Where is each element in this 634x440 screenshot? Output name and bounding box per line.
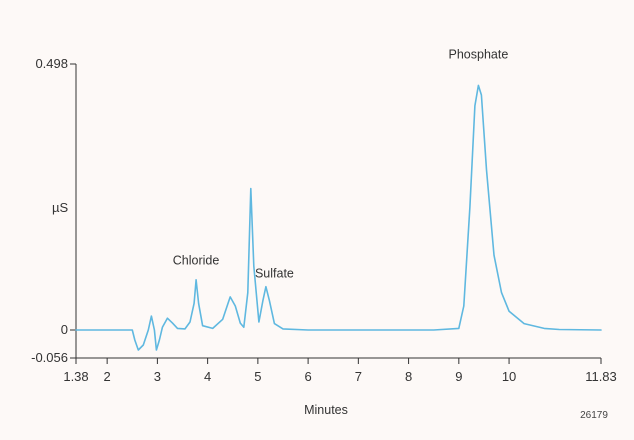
peak-label-chloride: Chloride [173, 253, 220, 267]
figure-id-label: 26179 [580, 410, 608, 421]
x-tick-label: 6 [304, 369, 311, 384]
x-tick-label: 3 [154, 369, 161, 384]
x-tick-label: 1.38 [63, 369, 88, 384]
y-tick-group: 0.498 0 -0.056 [31, 56, 76, 365]
axes-group [75, 64, 601, 359]
annotation-group: Chloride Sulfate Phosphate [173, 48, 509, 281]
x-tick-label: 10 [502, 369, 516, 384]
x-tick-label: 4 [204, 369, 211, 384]
x-tick-label: 2 [104, 369, 111, 384]
y-axis-label: µS [52, 200, 68, 215]
x-tick-label: 7 [355, 369, 362, 384]
x-tick-label: 5 [254, 369, 261, 384]
y-tick-label: 0 [61, 322, 68, 337]
x-tick-label: 8 [405, 369, 412, 384]
x-tick-label: 11.83 [585, 369, 617, 384]
y-tick-label: -0.056 [31, 350, 68, 365]
series-line [75, 84, 602, 351]
peak-label-phosphate: Phosphate [449, 48, 509, 62]
x-tick-group: 1.38 2 3 4 5 6 7 8 9 10 11.83 [63, 358, 617, 384]
x-tick-label: 9 [455, 369, 462, 384]
x-axis-label: Minutes [304, 403, 348, 417]
y-tick-label: 0.498 [35, 56, 68, 71]
peak-label-sulfate: Sulfate [255, 267, 294, 281]
